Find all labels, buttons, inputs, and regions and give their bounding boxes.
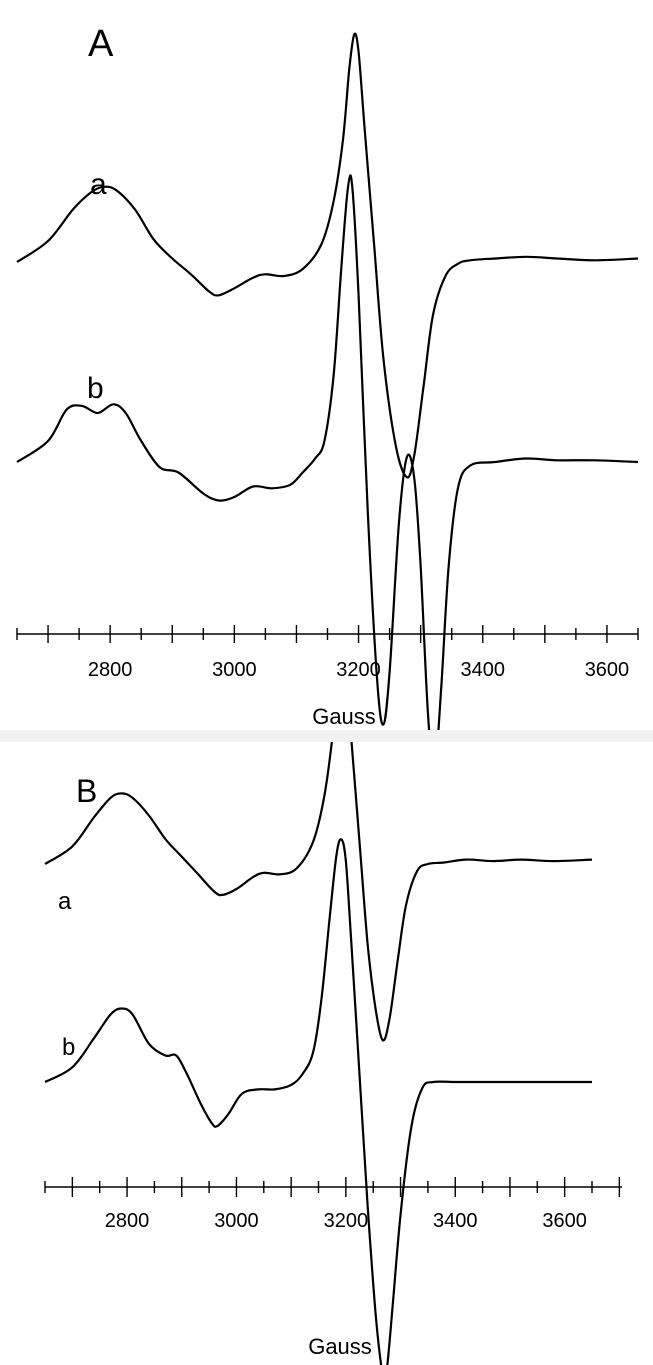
x-tick-label: 3200 (324, 1210, 369, 1232)
panel-a: A a b Gauss 2800 3000 3200 3400 3600 (0, 0, 653, 730)
series-line-b (44, 838, 592, 1365)
x-tick-label: 3400 (433, 1210, 478, 1232)
trace-label-b: b (62, 1034, 75, 1061)
panel-label: B (76, 773, 97, 809)
x-axis-label: Gauss (312, 704, 376, 729)
series-line-b (16, 174, 639, 730)
x-tick-label: 3400 (461, 659, 506, 681)
x-axis-label: Gauss (308, 1334, 372, 1359)
chart-panel-b: B a b Gauss 2800 3000 3200 3400 3600 (44, 742, 622, 1365)
x-tick-label: 3600 (585, 659, 630, 681)
x-tick-label: 2800 (105, 1210, 150, 1232)
trace-label-a: a (58, 888, 72, 915)
panel-b: B a b Gauss 2800 3000 3200 3400 3600 (0, 742, 653, 1365)
x-tick-label: 3000 (214, 1210, 259, 1232)
trace-label-a: a (90, 168, 107, 201)
x-tick-label: 3200 (336, 659, 381, 681)
x-tick-label: 3600 (542, 1210, 587, 1232)
x-tick-label: 2800 (88, 659, 133, 681)
chart-panel-a: A a b Gauss 2800 3000 3200 3400 3600 (16, 23, 639, 730)
x-tick-label: 3000 (212, 659, 257, 681)
series-line-a (16, 32, 639, 479)
series-line-a (44, 742, 593, 1042)
panel-label: A (88, 23, 114, 65)
trace-label-b: b (87, 372, 104, 405)
